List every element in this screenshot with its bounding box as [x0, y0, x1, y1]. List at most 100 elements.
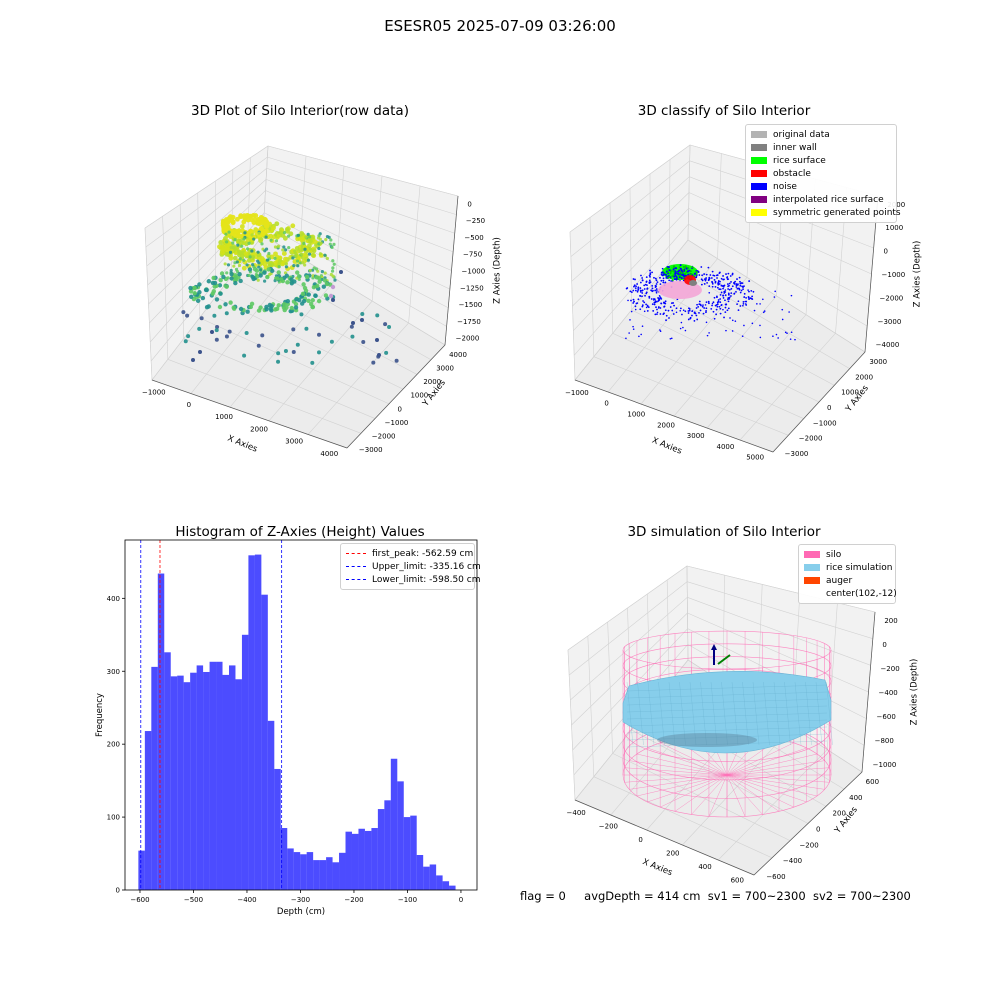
x-tick-label: −200: [344, 896, 363, 904]
histogram-bar: [339, 852, 346, 890]
data-point: [641, 304, 644, 307]
data-point: [640, 274, 642, 277]
legend-label: original data: [773, 129, 830, 140]
data-point: [668, 317, 670, 319]
data-point: [668, 279, 671, 282]
data-point: [222, 222, 228, 228]
data-point: [641, 295, 643, 298]
data-point: [317, 279, 322, 284]
legend-label: rice surface: [773, 155, 826, 166]
panel4-gridline: [666, 579, 670, 684]
histogram-bar: [248, 555, 255, 890]
histogram-bar: [209, 661, 217, 890]
data-point: [656, 311, 659, 314]
data-point: [715, 274, 718, 277]
panel4-z-label: Z Axies (Depth): [910, 659, 920, 726]
panel2-gridline: [612, 333, 804, 419]
legend-swatch: [751, 157, 767, 164]
data-point: [276, 351, 281, 356]
data-point: [188, 289, 194, 294]
data-point: [643, 301, 646, 304]
data-point: [690, 273, 693, 276]
panel4-y-tick-label: 400: [849, 794, 862, 802]
data-point: [203, 287, 209, 293]
panel2-z-tick-label: −3000: [878, 318, 902, 326]
data-point: [747, 289, 749, 291]
legend-entry: silo: [804, 548, 890, 561]
data-point: [320, 270, 324, 274]
panel2-x-tick-label: 4000: [717, 443, 735, 451]
data-point: [639, 287, 642, 289]
data-point: [287, 245, 291, 250]
data-point: [708, 292, 711, 294]
data-point: [719, 312, 722, 315]
data-point: [235, 260, 239, 264]
data-point: [303, 247, 307, 251]
histogram-bar: [164, 652, 171, 890]
rice-mesh-line: [679, 681, 686, 746]
data-point: [674, 274, 677, 277]
panel4-x-tick-label: 600: [731, 877, 744, 885]
data-point: [781, 318, 784, 321]
histogram-bar: [216, 661, 223, 890]
histogram-bar: [261, 594, 268, 890]
histogram-bar: [364, 830, 372, 890]
data-point: [705, 273, 708, 276]
data-point: [687, 270, 690, 273]
data-point: [265, 258, 270, 262]
data-point: [775, 333, 778, 336]
panel4-z-tick-label: −200: [880, 665, 899, 673]
panel1-gridline: [145, 156, 268, 248]
data-point: [759, 324, 761, 327]
x-tick-label: −100: [398, 896, 417, 904]
data-point: [705, 301, 708, 304]
data-point: [238, 278, 243, 284]
data-point: [210, 330, 214, 334]
data-point: [703, 307, 706, 309]
data-point: [742, 304, 744, 307]
data-point: [725, 273, 727, 275]
data-point: [736, 303, 738, 306]
data-point: [717, 281, 720, 284]
data-point: [223, 262, 227, 266]
histogram-bar: [319, 860, 327, 890]
data-point: [254, 268, 260, 273]
data-point: [715, 313, 718, 316]
data-point: [283, 256, 288, 262]
data-point: [285, 298, 291, 304]
legend-entry: rice simulation: [804, 561, 892, 574]
data-point: [290, 223, 296, 229]
data-point: [375, 313, 380, 318]
legend-entry: Upper_limit: -335.16 cm: [346, 560, 481, 573]
rice-mesh-line: [626, 691, 828, 699]
data-point: [350, 334, 355, 339]
data-point: [186, 334, 191, 339]
panel1-x-axis: [151, 379, 348, 449]
data-point: [667, 271, 670, 274]
legend-entry: center(102,-12): [804, 587, 897, 600]
panel2-x-tick-label: −1000: [565, 389, 589, 397]
data-point: [657, 307, 660, 309]
data-point: [273, 256, 277, 260]
legend-entry: Lower_limit: -598.50 cm: [346, 573, 480, 586]
data-point: [302, 241, 306, 246]
data-point: [724, 299, 726, 302]
data-point: [642, 300, 644, 302]
data-point: [661, 267, 664, 270]
data-point: [224, 311, 229, 316]
histogram-bar: [177, 675, 184, 890]
data-point: [192, 291, 197, 296]
data-point: [663, 302, 666, 304]
data-point: [304, 274, 310, 280]
panel1-gridline: [263, 223, 447, 327]
data-point: [285, 280, 290, 285]
data-point: [739, 280, 741, 283]
data-point: [634, 289, 637, 292]
panel2-x-tick-label: 5000: [746, 454, 764, 462]
panel4-x-axis: [574, 799, 755, 876]
silo-floor-spoke: [624, 767, 728, 776]
data-point: [330, 269, 335, 273]
data-point: [257, 265, 261, 269]
data-point: [234, 228, 240, 234]
histogram-bar: [397, 781, 404, 890]
